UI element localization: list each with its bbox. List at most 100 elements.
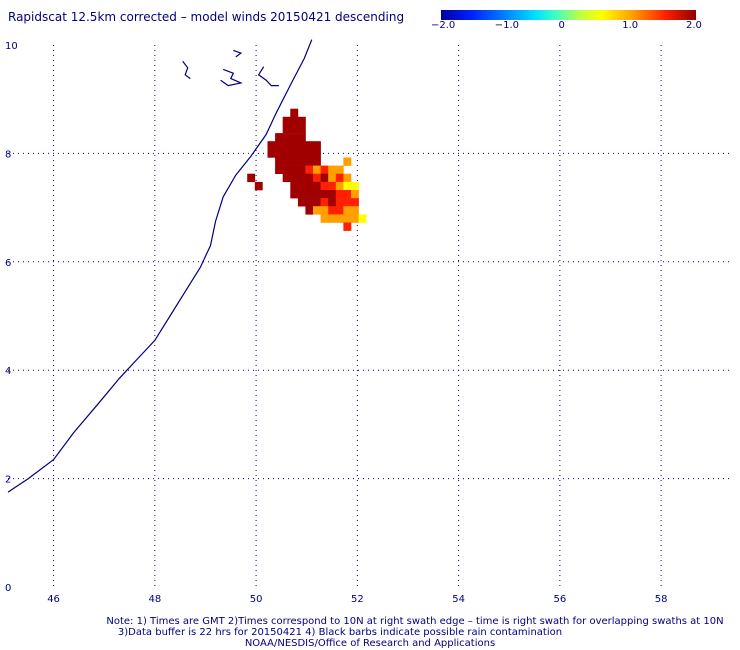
wind-cell [328, 214, 337, 223]
colorbar [441, 10, 696, 20]
wind-cell [290, 141, 299, 150]
wind-cell [275, 133, 283, 142]
longitude-label: 52 [351, 594, 364, 605]
wind-cell [305, 181, 314, 191]
wind-cell [343, 190, 352, 199]
wind-cell [335, 190, 344, 199]
wind-cell [267, 141, 276, 150]
wind-cell [282, 141, 291, 150]
wind-cell [328, 198, 337, 207]
colorbar-tick-label: 0 [558, 20, 565, 31]
island-outline [233, 49, 243, 58]
wind-cell [343, 157, 352, 166]
wind-cell [282, 165, 291, 174]
map-title: Rapidscat 12.5km corrected – model winds… [8, 10, 405, 24]
wind-cell [305, 173, 314, 183]
wind-cell [290, 108, 299, 118]
longitude-label: 46 [47, 594, 60, 605]
longitude-label: 48 [148, 594, 161, 605]
wind-cell [297, 116, 306, 126]
wind-cell [313, 149, 321, 158]
latitude-label: 2 [5, 475, 11, 486]
wind-cell [290, 157, 299, 166]
wind-cell [297, 190, 306, 199]
wind-cell [297, 124, 306, 134]
wind-cell [328, 206, 337, 215]
wind-cell [247, 173, 256, 183]
wind-cell [297, 165, 306, 174]
wind-cell [313, 165, 321, 174]
wind-cell [290, 133, 299, 142]
wind-cell [343, 173, 352, 183]
latitude-label: 6 [5, 258, 11, 269]
footnotes: Note: 1) Times are GMT 2)Times correspon… [0, 616, 740, 649]
wind-cell [335, 198, 344, 207]
wind-cell [305, 157, 314, 166]
wind-cell [313, 173, 321, 183]
wind-cell [297, 133, 306, 142]
wind-cell [328, 165, 337, 174]
wind-cell [328, 173, 337, 183]
footnote-line-3: NOAA/NESDIS/Office of Research and Appli… [244, 638, 496, 649]
wind-cell [320, 165, 329, 174]
wind-cell [305, 149, 314, 158]
footnote-line-2: 3)Data buffer is 22 hrs for 20150421 4) … [117, 627, 563, 638]
wind-cell [343, 206, 352, 215]
latitude-label: 10 [5, 41, 18, 52]
wind-cell [358, 214, 367, 223]
wind-cell [343, 214, 352, 223]
wind-cell [297, 157, 306, 166]
wind-cell [313, 141, 321, 150]
wind-cell [320, 190, 329, 199]
wind-cell [275, 149, 283, 158]
wind-cell [305, 165, 314, 174]
wind-cell [297, 173, 306, 183]
wind-cell [297, 198, 306, 207]
coastline [7, 39, 313, 493]
wind-cell [297, 181, 306, 191]
wind-cell [351, 198, 359, 207]
island-outline [182, 60, 191, 80]
colorbar-tick-label: 1.0 [622, 20, 639, 31]
wind-cell [313, 198, 321, 207]
latitude-label: 4 [5, 366, 11, 377]
wind-cell [254, 181, 263, 191]
wind-cell [282, 173, 291, 183]
wind-cell [305, 190, 314, 199]
wind-cell [351, 214, 359, 223]
longitude-label: 56 [553, 594, 566, 605]
wind-cell [290, 149, 299, 158]
latitude-labels: 0 2 4 6 8 10 [5, 41, 18, 594]
wind-cell [320, 173, 329, 183]
wind-cell [290, 124, 299, 134]
wind-cell [313, 181, 321, 191]
wind-cell [335, 165, 344, 174]
wind-cell [275, 165, 283, 174]
island-outline [257, 66, 279, 87]
wind-cell [297, 141, 306, 150]
wind-cell [343, 198, 352, 207]
wind-cell [305, 141, 314, 150]
wind-cell [290, 173, 299, 183]
wind-cell [275, 141, 283, 150]
wind-cell [335, 173, 344, 183]
wind-cell [297, 149, 306, 158]
colorbar-tick-label: 2.0 [686, 20, 702, 31]
graticule [8, 45, 732, 587]
wind-cell [290, 116, 299, 126]
wind-cell [320, 198, 329, 207]
wind-cell [290, 181, 299, 191]
latitude-label: 8 [5, 149, 11, 160]
wind-cell [275, 157, 283, 166]
wind-cell [335, 214, 344, 223]
wind-cell [282, 133, 291, 142]
longitude-label: 58 [655, 594, 668, 605]
wind-cell [351, 190, 359, 199]
wind-cell [328, 181, 337, 191]
colorbar-tick-label: −2.0 [431, 20, 456, 31]
wind-cell [313, 157, 321, 166]
wind-cell [282, 116, 291, 126]
wind-cell [290, 190, 299, 199]
wind-cell [320, 181, 329, 191]
